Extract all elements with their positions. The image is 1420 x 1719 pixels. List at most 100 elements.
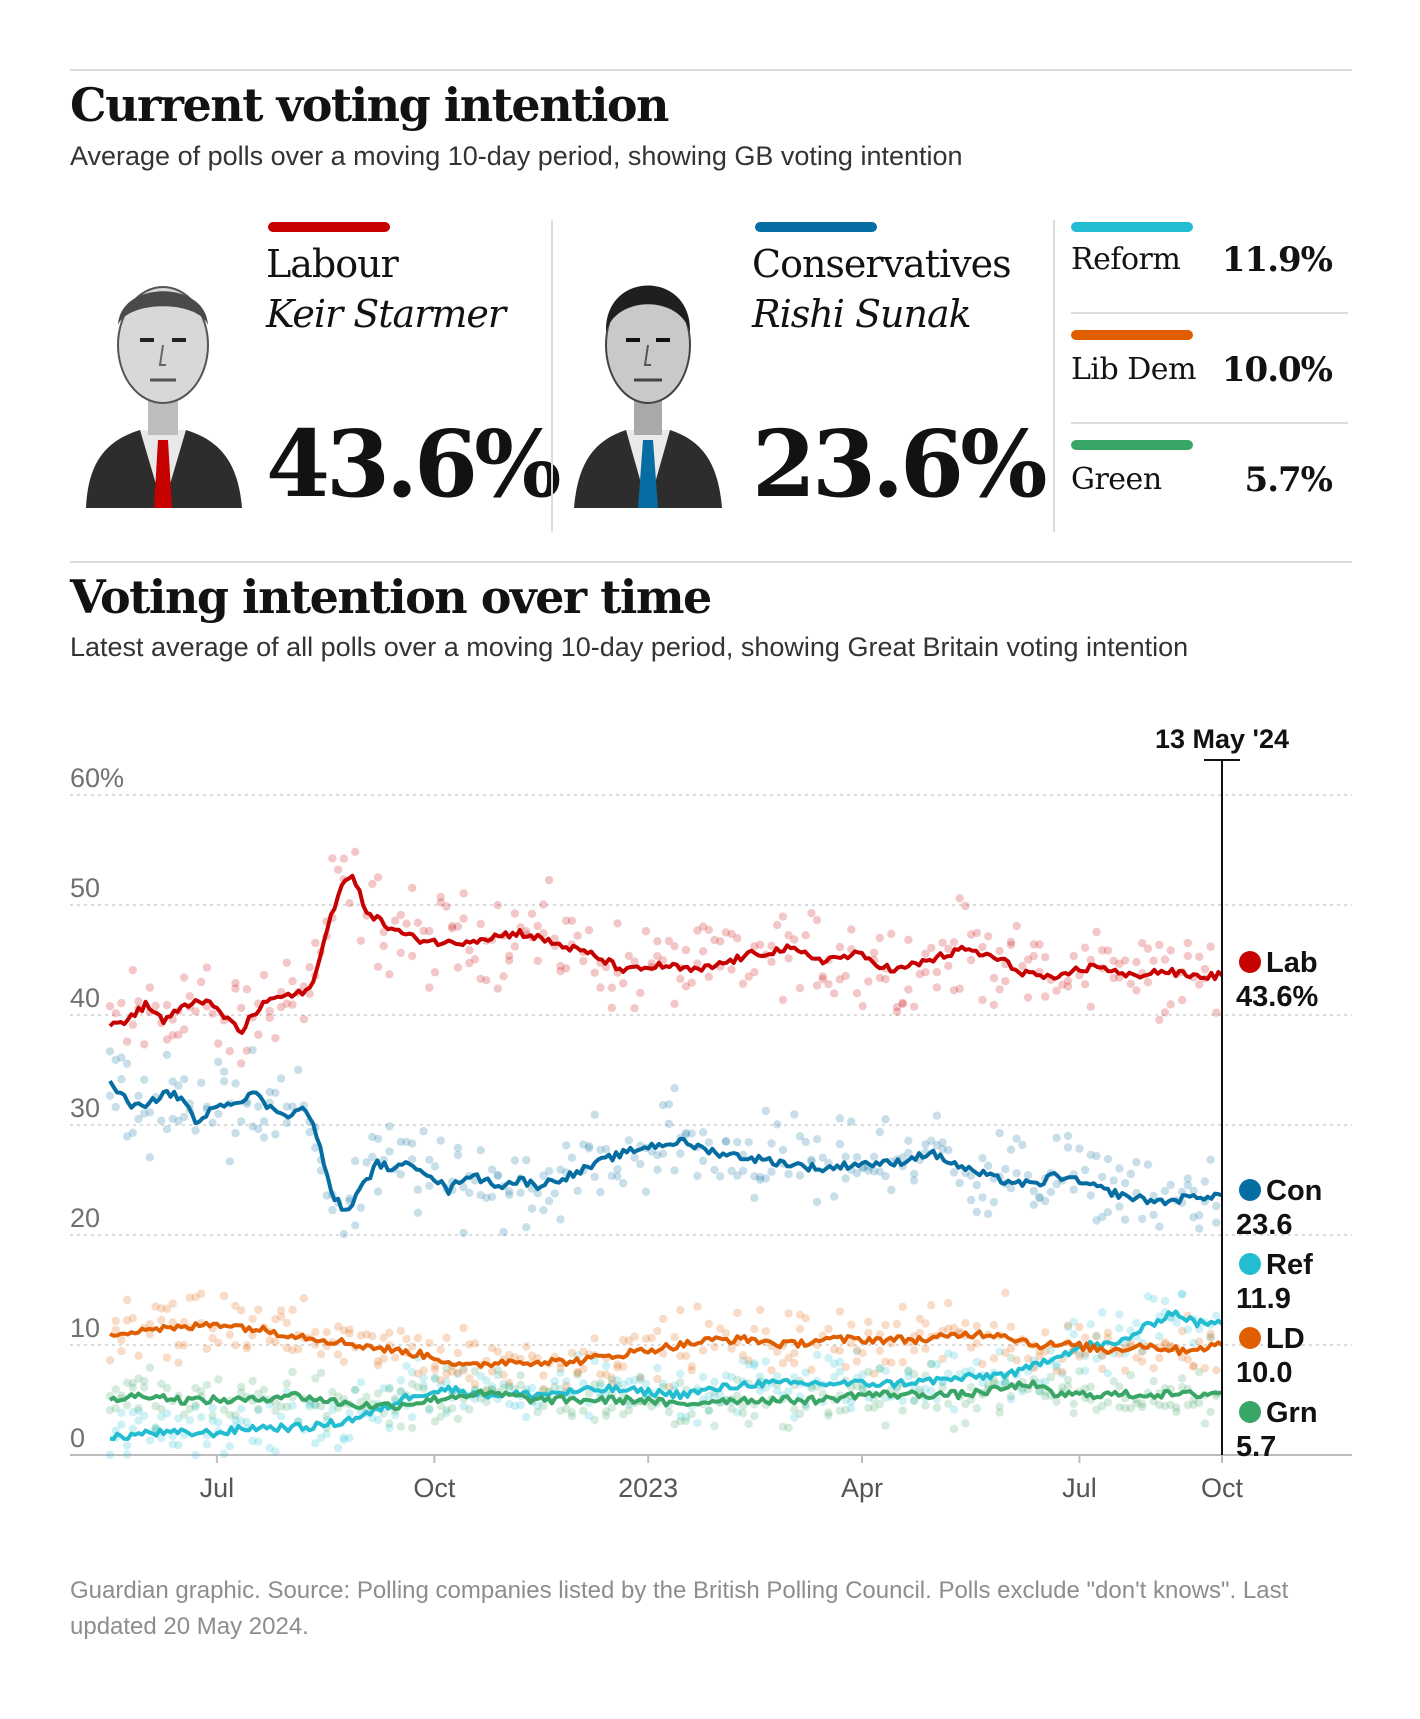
poll-dot-ld	[852, 1357, 862, 1366]
poll-dot-con	[527, 1204, 537, 1213]
poll-dot-lab	[453, 963, 463, 972]
poll-dot-ld	[1058, 1367, 1067, 1377]
poll-dot-ref	[1098, 1308, 1107, 1317]
poll-dot-con	[1063, 1131, 1073, 1141]
poll-dot-ref	[596, 1381, 605, 1391]
poll-dot-grn	[219, 1405, 229, 1415]
poll-dot-grn	[596, 1378, 605, 1388]
poll-dot-lab	[476, 919, 485, 929]
poll-dot-lab	[191, 1007, 200, 1016]
poll-dot-lab	[938, 938, 947, 947]
poll-dot-con	[168, 1077, 177, 1086]
poll-dot-ld	[311, 1327, 320, 1337]
poll-dot-lab	[1109, 956, 1118, 965]
poll-dot-ld	[601, 1370, 611, 1379]
poll-dot-lab	[647, 959, 656, 968]
poll-dot-ref	[499, 1379, 508, 1389]
poll-dot-lab	[1155, 940, 1164, 950]
poll-dot-ld	[254, 1305, 263, 1314]
poll-dot-grn	[276, 1402, 286, 1411]
poll-dot-grn	[881, 1421, 890, 1430]
poll-dot-con	[311, 1143, 320, 1152]
poll-dot-con	[105, 1047, 115, 1056]
poll-dot-con	[869, 1167, 879, 1176]
poll-dot-lab	[373, 962, 383, 971]
poll-dot-grn	[938, 1383, 947, 1392]
poll-dot-lab	[105, 1002, 115, 1011]
poll-dot-ld	[710, 1342, 719, 1351]
poll-dot-con	[978, 1193, 987, 1202]
poll-dot-con	[938, 1138, 947, 1147]
series-name-lab: Lab	[1266, 947, 1318, 979]
poll-dot-con	[670, 1084, 679, 1093]
poll-dot-grn	[1115, 1382, 1124, 1391]
poll-dot-con	[887, 1185, 896, 1195]
poll-dot-lab	[898, 998, 907, 1008]
poll-dot-con	[168, 1114, 177, 1123]
poll-dot-ld	[413, 1333, 423, 1343]
poll-dot-ld	[219, 1291, 229, 1301]
poll-dot-grn	[562, 1404, 571, 1414]
poll-dot-lab	[436, 892, 445, 902]
poll-dot-con	[162, 1125, 172, 1134]
poll-dot-con	[362, 1158, 371, 1167]
poll-dot-ld	[179, 1318, 189, 1327]
poll-dot-grn	[419, 1384, 428, 1393]
poll-dot-lab	[949, 938, 959, 947]
poll-dot-lab	[1126, 979, 1136, 988]
poll-dot-lab	[892, 1003, 902, 1012]
poll-dot-con	[385, 1147, 394, 1156]
poll-dot-ld	[824, 1324, 833, 1334]
poll-dot-grn	[909, 1396, 919, 1406]
poll-dot-grn	[1172, 1403, 1181, 1412]
poll-dot-con	[818, 1153, 827, 1162]
poll-dot-con	[687, 1129, 696, 1138]
poll-dot-ld	[864, 1317, 873, 1327]
poll-dot-ref	[858, 1384, 867, 1393]
poll-dot-lab	[1195, 980, 1204, 989]
poll-dot-lab	[875, 933, 884, 943]
poll-dot-ld	[778, 1359, 788, 1368]
poll-dot-con	[909, 1169, 919, 1179]
poll-dot-ld	[157, 1304, 166, 1313]
poll-dot-con	[453, 1143, 463, 1153]
series-value-lab: 43.6%	[1236, 981, 1318, 1013]
poll-dot-ref	[835, 1367, 845, 1376]
poll-dot-ref	[442, 1377, 451, 1386]
poll-dot-con	[1212, 1218, 1221, 1227]
poll-dot-lab	[499, 972, 508, 981]
poll-dot-con	[208, 1118, 217, 1127]
poll-dot-ref	[242, 1417, 252, 1427]
poll-dot-ref	[522, 1412, 531, 1422]
poll-dot-lab	[653, 937, 662, 946]
poll-dot-con	[1075, 1144, 1084, 1153]
poll-dot-con	[459, 1183, 468, 1192]
poll-dot-ref	[117, 1420, 126, 1429]
poll-dot-con	[402, 1137, 411, 1146]
poll-dot-ld	[1075, 1352, 1084, 1361]
poll-dot-grn	[140, 1376, 149, 1386]
rishi-sunak-portrait	[574, 285, 722, 508]
poll-dot-grn	[322, 1411, 331, 1421]
poll-dot-ld	[345, 1325, 354, 1334]
poll-dot-lab	[254, 1030, 263, 1039]
poll-dot-ref	[510, 1401, 520, 1411]
poll-dot-con	[761, 1174, 770, 1183]
poll-dot-grn	[710, 1421, 719, 1431]
poll-dot-ld	[596, 1370, 605, 1379]
poll-dot-con	[419, 1127, 428, 1136]
poll-dot-con	[909, 1176, 919, 1185]
poll-dot-grn	[385, 1419, 394, 1428]
poll-dot-lab	[978, 995, 987, 1005]
poll-dot-ld	[505, 1350, 514, 1360]
minor-divider-2	[1071, 422, 1348, 424]
poll-dot-ld	[944, 1298, 953, 1308]
poll-dot-ld	[790, 1349, 799, 1358]
poll-dot-ld	[493, 1347, 502, 1356]
poll-dot-con	[750, 1193, 759, 1203]
poll-dot-lab	[664, 936, 674, 946]
poll-dot-grn	[311, 1374, 320, 1383]
poll-dot-lab	[436, 898, 445, 907]
poll-dot-grn	[1183, 1400, 1193, 1410]
poll-dot-ref	[174, 1440, 183, 1450]
